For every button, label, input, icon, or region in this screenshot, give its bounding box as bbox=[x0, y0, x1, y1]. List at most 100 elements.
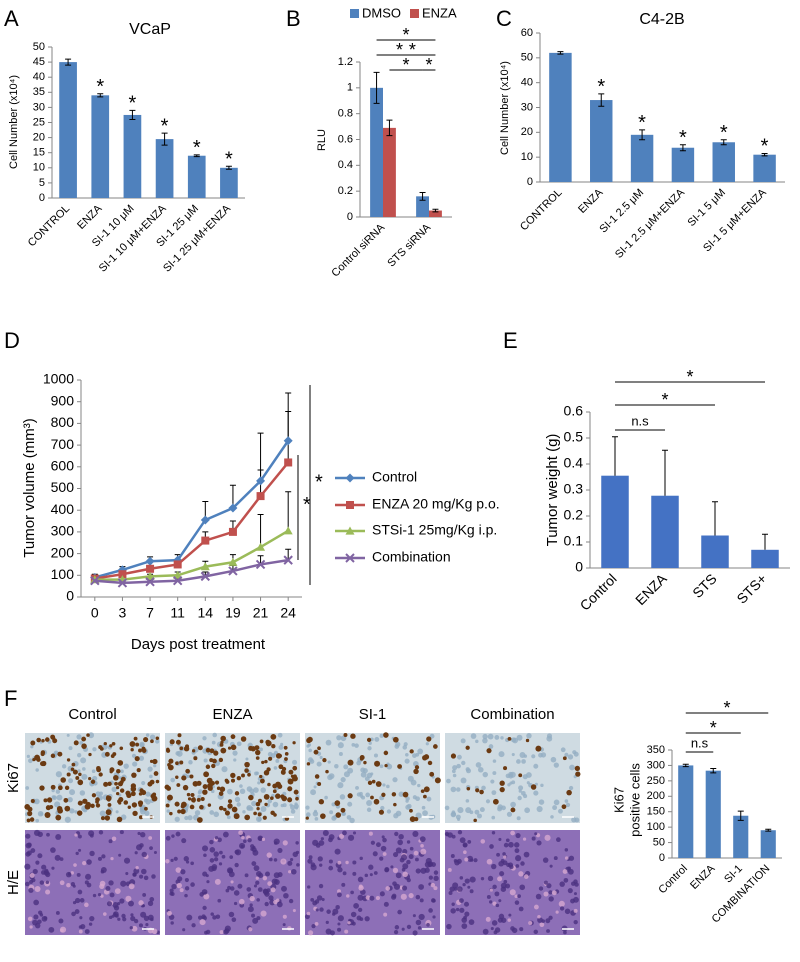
cell-nucleus bbox=[405, 804, 411, 810]
cell-nucleus bbox=[170, 858, 174, 862]
marker bbox=[228, 566, 238, 576]
cell-nucleus bbox=[340, 777, 346, 783]
ki67-nucleus bbox=[191, 749, 196, 753]
ki67-nucleus bbox=[125, 790, 131, 796]
cell-nucleus bbox=[331, 815, 337, 821]
error-bar bbox=[129, 109, 136, 120]
cell-nucleus bbox=[467, 885, 471, 889]
ki67-nucleus bbox=[119, 746, 124, 751]
error-bar bbox=[97, 93, 104, 98]
cell-nucleus bbox=[503, 879, 508, 884]
significance-mark: * bbox=[161, 115, 169, 137]
cell-nucleus bbox=[175, 831, 181, 837]
cell-nucleus bbox=[168, 914, 175, 920]
ki67-nucleus bbox=[130, 748, 134, 752]
cell-nucleus bbox=[68, 746, 73, 751]
cell-nucleus bbox=[501, 805, 506, 811]
cell-nucleus bbox=[395, 872, 402, 879]
cell-nucleus bbox=[482, 771, 488, 778]
cell-nucleus bbox=[237, 883, 243, 889]
cell-nucleus bbox=[404, 758, 410, 764]
cell-nucleus bbox=[79, 898, 85, 903]
cell-nucleus bbox=[392, 867, 399, 874]
cell-nucleus bbox=[511, 737, 517, 743]
cell-nucleus bbox=[487, 875, 494, 882]
micrograph-column-label: Control bbox=[68, 706, 116, 723]
cell-nucleus bbox=[475, 739, 479, 744]
ki67-nucleus bbox=[264, 759, 268, 764]
ki67-nucleus bbox=[230, 734, 236, 740]
cell-nucleus bbox=[328, 834, 335, 840]
ki67-nucleus bbox=[73, 740, 79, 746]
ki67-nucleus bbox=[266, 767, 271, 772]
cell-nucleus bbox=[99, 791, 103, 796]
x-tick-label: 7 bbox=[146, 605, 154, 621]
legend-label: Combination bbox=[372, 549, 451, 565]
cell-nucleus bbox=[381, 835, 385, 839]
bar bbox=[429, 210, 442, 217]
ki67-nucleus bbox=[492, 798, 499, 805]
cell-nucleus bbox=[234, 796, 241, 803]
cell-nucleus bbox=[540, 783, 544, 788]
panel-letter: E bbox=[503, 328, 518, 353]
ki67-nucleus bbox=[50, 784, 56, 790]
cell-nucleus bbox=[67, 872, 72, 876]
x-tick-label: ENZA bbox=[576, 186, 606, 216]
error-bar bbox=[765, 828, 772, 832]
ki67-nucleus bbox=[81, 743, 87, 749]
cell-nucleus bbox=[489, 888, 494, 892]
cell-nucleus bbox=[535, 893, 542, 900]
significance-mark: * bbox=[761, 136, 769, 158]
cell-nucleus bbox=[491, 920, 498, 926]
cell-nucleus bbox=[498, 751, 505, 758]
cell-nucleus bbox=[380, 845, 387, 852]
ki67-nucleus bbox=[40, 761, 45, 767]
cell-nucleus bbox=[138, 923, 143, 928]
cell-nucleus bbox=[477, 766, 484, 773]
cell-nucleus bbox=[305, 812, 311, 818]
cell-nucleus bbox=[498, 899, 502, 903]
ki67-nucleus bbox=[165, 803, 170, 808]
y-tick-label: 0 bbox=[527, 176, 533, 188]
cell-nucleus bbox=[545, 918, 551, 924]
cell-nucleus bbox=[97, 856, 102, 861]
ki67-nucleus bbox=[450, 753, 457, 759]
cell-nucleus bbox=[459, 898, 464, 903]
cell-nucleus bbox=[424, 867, 430, 873]
cell-nucleus bbox=[546, 929, 550, 933]
x-tick-label: 19 bbox=[225, 605, 241, 621]
ki67-nucleus bbox=[227, 803, 233, 809]
ki67-nucleus bbox=[253, 811, 257, 816]
ki67-nucleus bbox=[57, 807, 63, 814]
ki67-nucleus bbox=[166, 794, 173, 801]
y-tick-label: 500 bbox=[51, 479, 75, 495]
cell-nucleus bbox=[382, 783, 386, 787]
cell-nucleus bbox=[459, 907, 465, 913]
marker bbox=[201, 536, 210, 545]
cell-nucleus bbox=[253, 787, 259, 793]
cell-nucleus bbox=[468, 919, 475, 925]
cell-nucleus bbox=[33, 914, 39, 920]
cell-nucleus bbox=[324, 795, 328, 800]
cell-nucleus bbox=[370, 840, 376, 845]
cell-nucleus bbox=[514, 894, 518, 899]
ki67-nucleus bbox=[383, 732, 389, 738]
y-tick-label: 50 bbox=[33, 41, 45, 53]
ki67-nucleus bbox=[334, 800, 341, 806]
ki67-nucleus bbox=[179, 760, 184, 765]
y-tick-label: 0.6 bbox=[338, 133, 353, 145]
cell-nucleus bbox=[538, 799, 545, 805]
cell-nucleus bbox=[283, 892, 289, 899]
legend-swatch bbox=[350, 9, 359, 18]
ki67-nucleus bbox=[203, 771, 210, 778]
cell-nucleus bbox=[92, 893, 97, 898]
ki67-nucleus bbox=[196, 780, 202, 786]
ki67-nucleus bbox=[103, 781, 109, 787]
cell-nucleus bbox=[137, 831, 141, 836]
cell-nucleus bbox=[233, 901, 238, 906]
cell-nucleus bbox=[177, 876, 183, 882]
cell-nucleus bbox=[34, 885, 41, 892]
y-tick-label: 0.2 bbox=[338, 185, 353, 197]
cell-nucleus bbox=[149, 896, 155, 902]
bar bbox=[630, 134, 654, 182]
